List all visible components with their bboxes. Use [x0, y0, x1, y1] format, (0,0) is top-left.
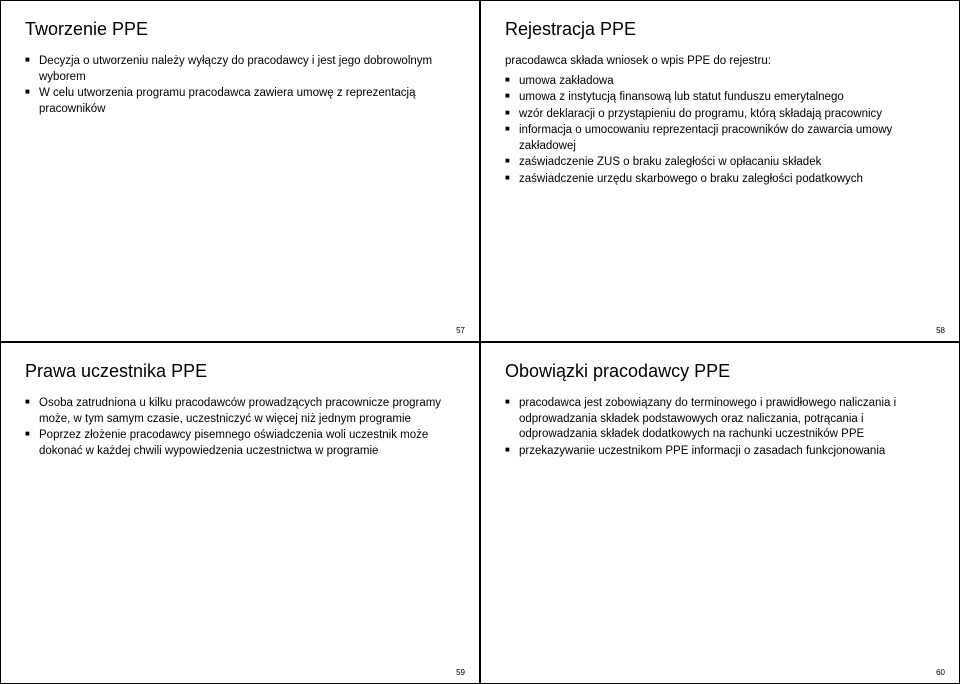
- page-number: 60: [936, 668, 945, 677]
- page-number: 57: [456, 326, 465, 335]
- slide-title: Tworzenie PPE: [25, 19, 455, 40]
- list-item: zaświadczenie ZUS o braku zaległości w o…: [505, 155, 935, 171]
- list-item: informacja o umocowaniu reprezentacji pr…: [505, 123, 935, 154]
- list-item: Poprzez złożenie pracodawcy pisemnego oś…: [25, 428, 455, 459]
- bullet-list: umowa zakładowa umowa z instytucją finan…: [505, 74, 935, 189]
- list-item: umowa zakładowa: [505, 74, 935, 90]
- bullet-list: pracodawca jest zobowiązany do terminowe…: [505, 396, 935, 460]
- slide-title: Rejestracja PPE: [505, 19, 935, 40]
- list-item: Osoba zatrudniona u kilku pracodawców pr…: [25, 396, 455, 427]
- list-item: Decyzja o utworzeniu należy wyłączy do p…: [25, 54, 455, 85]
- slide-2: Rejestracja PPE pracodawca składa wniose…: [480, 0, 960, 342]
- slide-1: Tworzenie PPE Decyzja o utworzeniu należ…: [0, 0, 480, 342]
- bullet-list: Decyzja o utworzeniu należy wyłączy do p…: [25, 54, 455, 118]
- slide-3: Prawa uczestnika PPE Osoba zatrudniona u…: [0, 342, 480, 684]
- intro-text: pracodawca składa wniosek o wpis PPE do …: [505, 54, 935, 70]
- list-item: przekazywanie uczestnikom PPE informacji…: [505, 444, 935, 460]
- slide-title: Obowiązki pracodawcy PPE: [505, 361, 935, 382]
- list-item: wzór deklaracji o przystąpieniu do progr…: [505, 107, 935, 123]
- page-number: 59: [456, 668, 465, 677]
- list-item: pracodawca jest zobowiązany do terminowe…: [505, 396, 935, 443]
- page-number: 58: [936, 326, 945, 335]
- bullet-list: Osoba zatrudniona u kilku pracodawców pr…: [25, 396, 455, 460]
- list-item: W celu utworzenia programu pracodawca za…: [25, 86, 455, 117]
- slide-title: Prawa uczestnika PPE: [25, 361, 455, 382]
- list-item: zaświadczenie urzędu skarbowego o braku …: [505, 172, 935, 188]
- slide-4: Obowiązki pracodawcy PPE pracodawca jest…: [480, 342, 960, 684]
- list-item: umowa z instytucją finansową lub statut …: [505, 90, 935, 106]
